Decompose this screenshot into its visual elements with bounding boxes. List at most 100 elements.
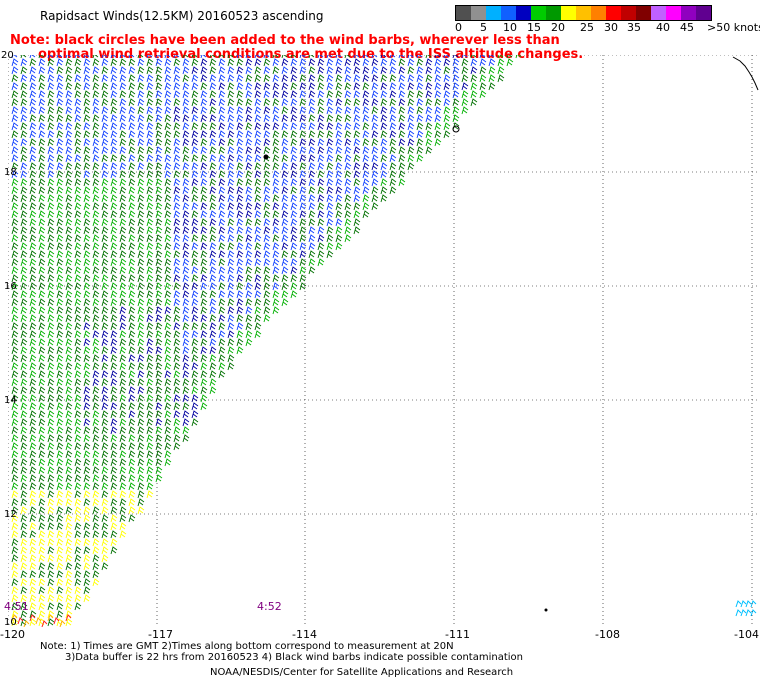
wind-barb [29,562,37,571]
wind-barb [137,242,145,251]
wind-barb [263,122,271,131]
wind-barb [416,55,423,59]
wind-barb [164,154,172,163]
wind-barb [74,498,82,507]
wind-barb [128,266,136,275]
wind-barb [11,98,19,107]
wind-barb [308,162,316,171]
wind-barb [254,258,262,267]
wind-barb [65,458,73,467]
footnote: Note: 1) Times are GMT 2)Times along bot… [40,641,523,663]
wind-barb [281,250,289,259]
wind-barb [119,218,127,227]
wind-barb [245,282,253,291]
wind-barb [92,538,100,547]
wind-barb [218,122,226,131]
wind-barb [146,266,154,275]
wind-barb [137,274,145,283]
wind-barb [173,106,181,115]
wind-barb [200,55,207,59]
wind-barb [11,442,19,451]
wind-barb [200,122,208,131]
wind-barb [74,586,82,595]
wind-barb [20,314,28,323]
wind-barb [101,562,109,571]
wind-barb [11,474,19,483]
wind-barb [344,162,352,171]
wind-barb [155,170,163,179]
wind-barb [335,186,343,195]
wind-barb [164,378,172,387]
wind-barb [155,58,163,67]
wind-barb [290,210,298,219]
wind-barb [353,82,361,91]
wind-barb [254,314,262,323]
wind-barb [146,410,154,419]
wind-barb [128,55,135,59]
wind-barb [182,218,190,227]
wind-barb [38,538,46,547]
wind-barb [236,58,244,67]
wind-barb [452,74,460,83]
wind-barb [209,354,217,363]
lon-label-108w: -108 [595,628,620,641]
wind-barb [119,362,127,371]
legend-label: 15 [527,21,541,34]
legend-swatch [531,6,546,20]
wind-barb [146,106,154,115]
wind-barb [227,354,235,363]
wind-barb [236,138,244,147]
wind-barb [245,122,253,131]
wind-barb [83,298,91,307]
wind-barb [389,170,397,179]
wind-barb [92,426,100,435]
wind-barb [254,130,262,139]
wind-barb [110,346,118,355]
wind-barb [110,226,118,235]
wind-barb [29,554,37,563]
wind-barb [173,242,181,251]
wind-barb [74,394,82,403]
wind-barb [200,346,208,355]
time-label-452: 4:52 [257,600,282,613]
wind-barb [353,162,361,171]
wind-barb [128,162,136,171]
wind-barb [218,114,226,123]
wind-barb [164,418,172,427]
wind-barb [83,554,91,563]
wind-barb [92,490,100,499]
wind-barb [209,370,217,379]
wind-barb [20,394,28,403]
wind-barb [101,98,109,107]
wind-barb [254,58,262,67]
wind-barb [380,146,388,155]
wind-barb [335,66,343,75]
wind-barb [47,122,55,131]
wind-barb [65,146,73,155]
wind-barb [515,55,522,59]
wind-barb [47,266,55,275]
wind-barb [38,314,46,323]
wind-barb [146,338,154,347]
wind-barb [56,330,64,339]
wind-barb [389,138,397,147]
wind-barb [47,162,55,171]
wind-barb [38,458,46,467]
wind-barb [101,442,109,451]
wind-barb [308,186,316,195]
wind-barb [236,266,244,275]
wind-barb [479,66,487,75]
wind-barb [344,178,352,187]
wind-barb [299,194,307,203]
wind-barb [11,618,19,627]
wind-barb [74,410,82,419]
wind-barb [745,600,752,608]
wind-barb [92,106,100,115]
wind-barb [119,386,127,395]
wind-barb [11,114,19,123]
wind-barb [308,90,316,99]
wind-barb [164,258,172,267]
wind-barb [29,418,37,427]
wind-barb [281,154,289,163]
wind-barb [353,58,361,67]
